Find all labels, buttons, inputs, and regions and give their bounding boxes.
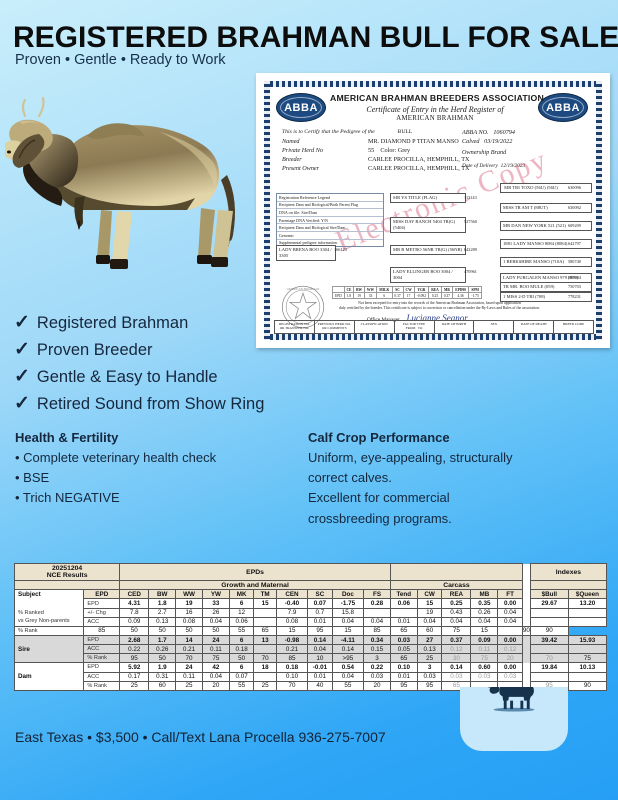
svg-text:AMERICAN BRAHMAN: AMERICAN BRAHMAN	[287, 287, 320, 291]
